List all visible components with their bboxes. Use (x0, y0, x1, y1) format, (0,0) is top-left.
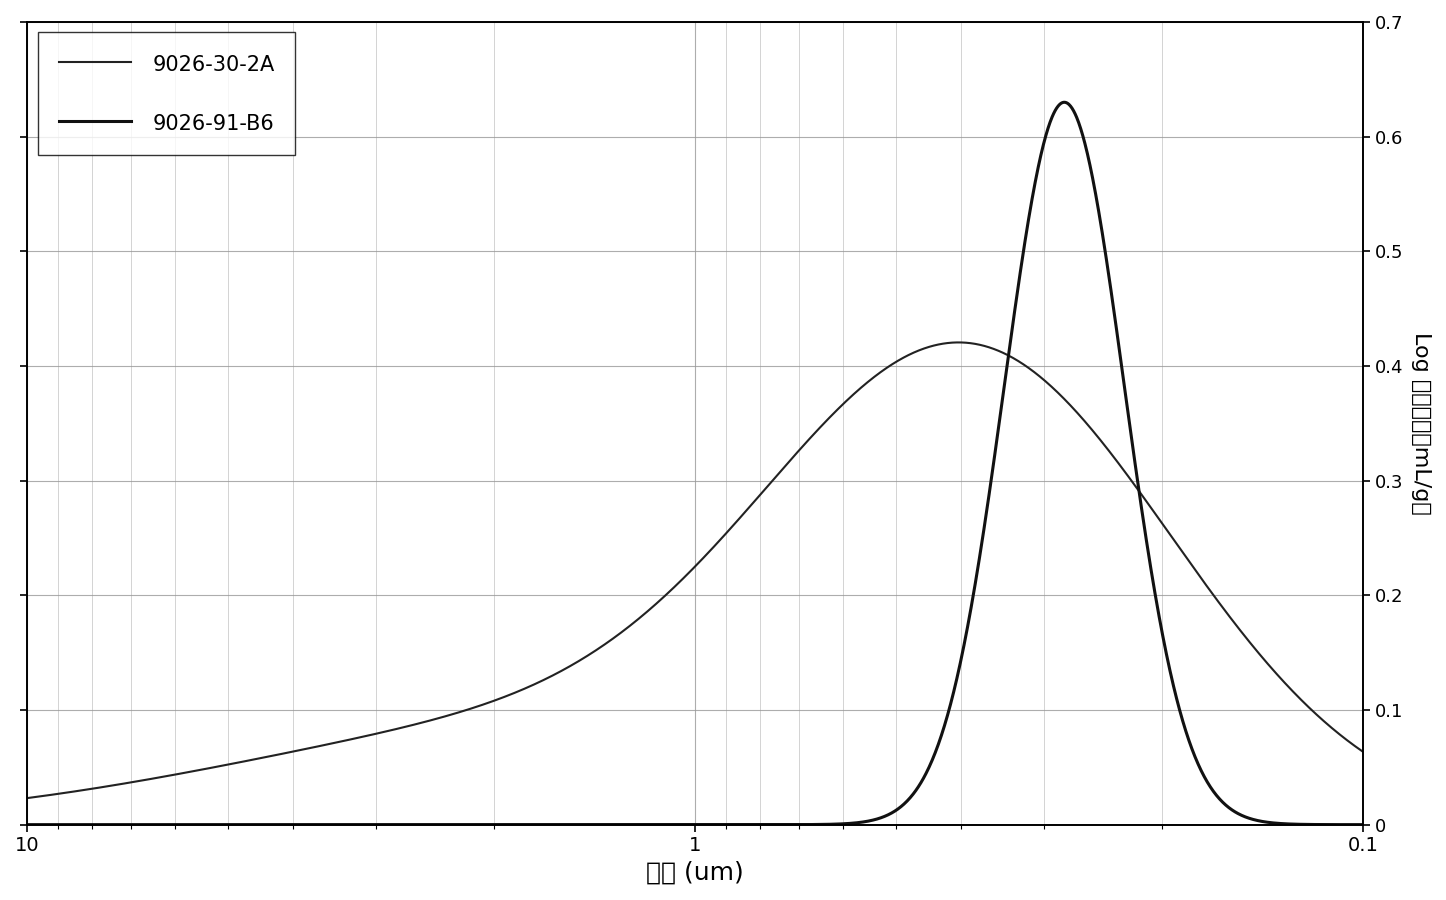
9026-30-2A (674, 573, 691, 584)
9026-91-B6 (194, 819, 211, 830)
9026-91-B6 (19, 819, 36, 830)
9026-30-2A (194, 764, 211, 775)
Y-axis label: Log 微分侵扚（mL/g）: Log 微分侵扚（mL/g） (1411, 332, 1432, 515)
Line: 9026-91-B6: 9026-91-B6 (27, 103, 1446, 824)
9026-30-2A (285, 746, 302, 757)
9026-91-B6 (607, 819, 625, 830)
9026-30-2A (19, 793, 36, 804)
Line: 9026-30-2A: 9026-30-2A (27, 342, 1446, 817)
9026-30-2A (607, 631, 625, 642)
9026-91-B6 (1056, 97, 1073, 108)
Legend: 9026-30-2A, 9026-91-B6: 9026-30-2A, 9026-91-B6 (38, 32, 295, 155)
9026-91-B6 (285, 819, 302, 830)
9026-30-2A (1361, 751, 1378, 761)
X-axis label: 直径 (um): 直径 (um) (646, 861, 745, 885)
9026-30-2A (950, 337, 967, 347)
9026-91-B6 (1361, 819, 1378, 830)
9026-91-B6 (674, 819, 691, 830)
